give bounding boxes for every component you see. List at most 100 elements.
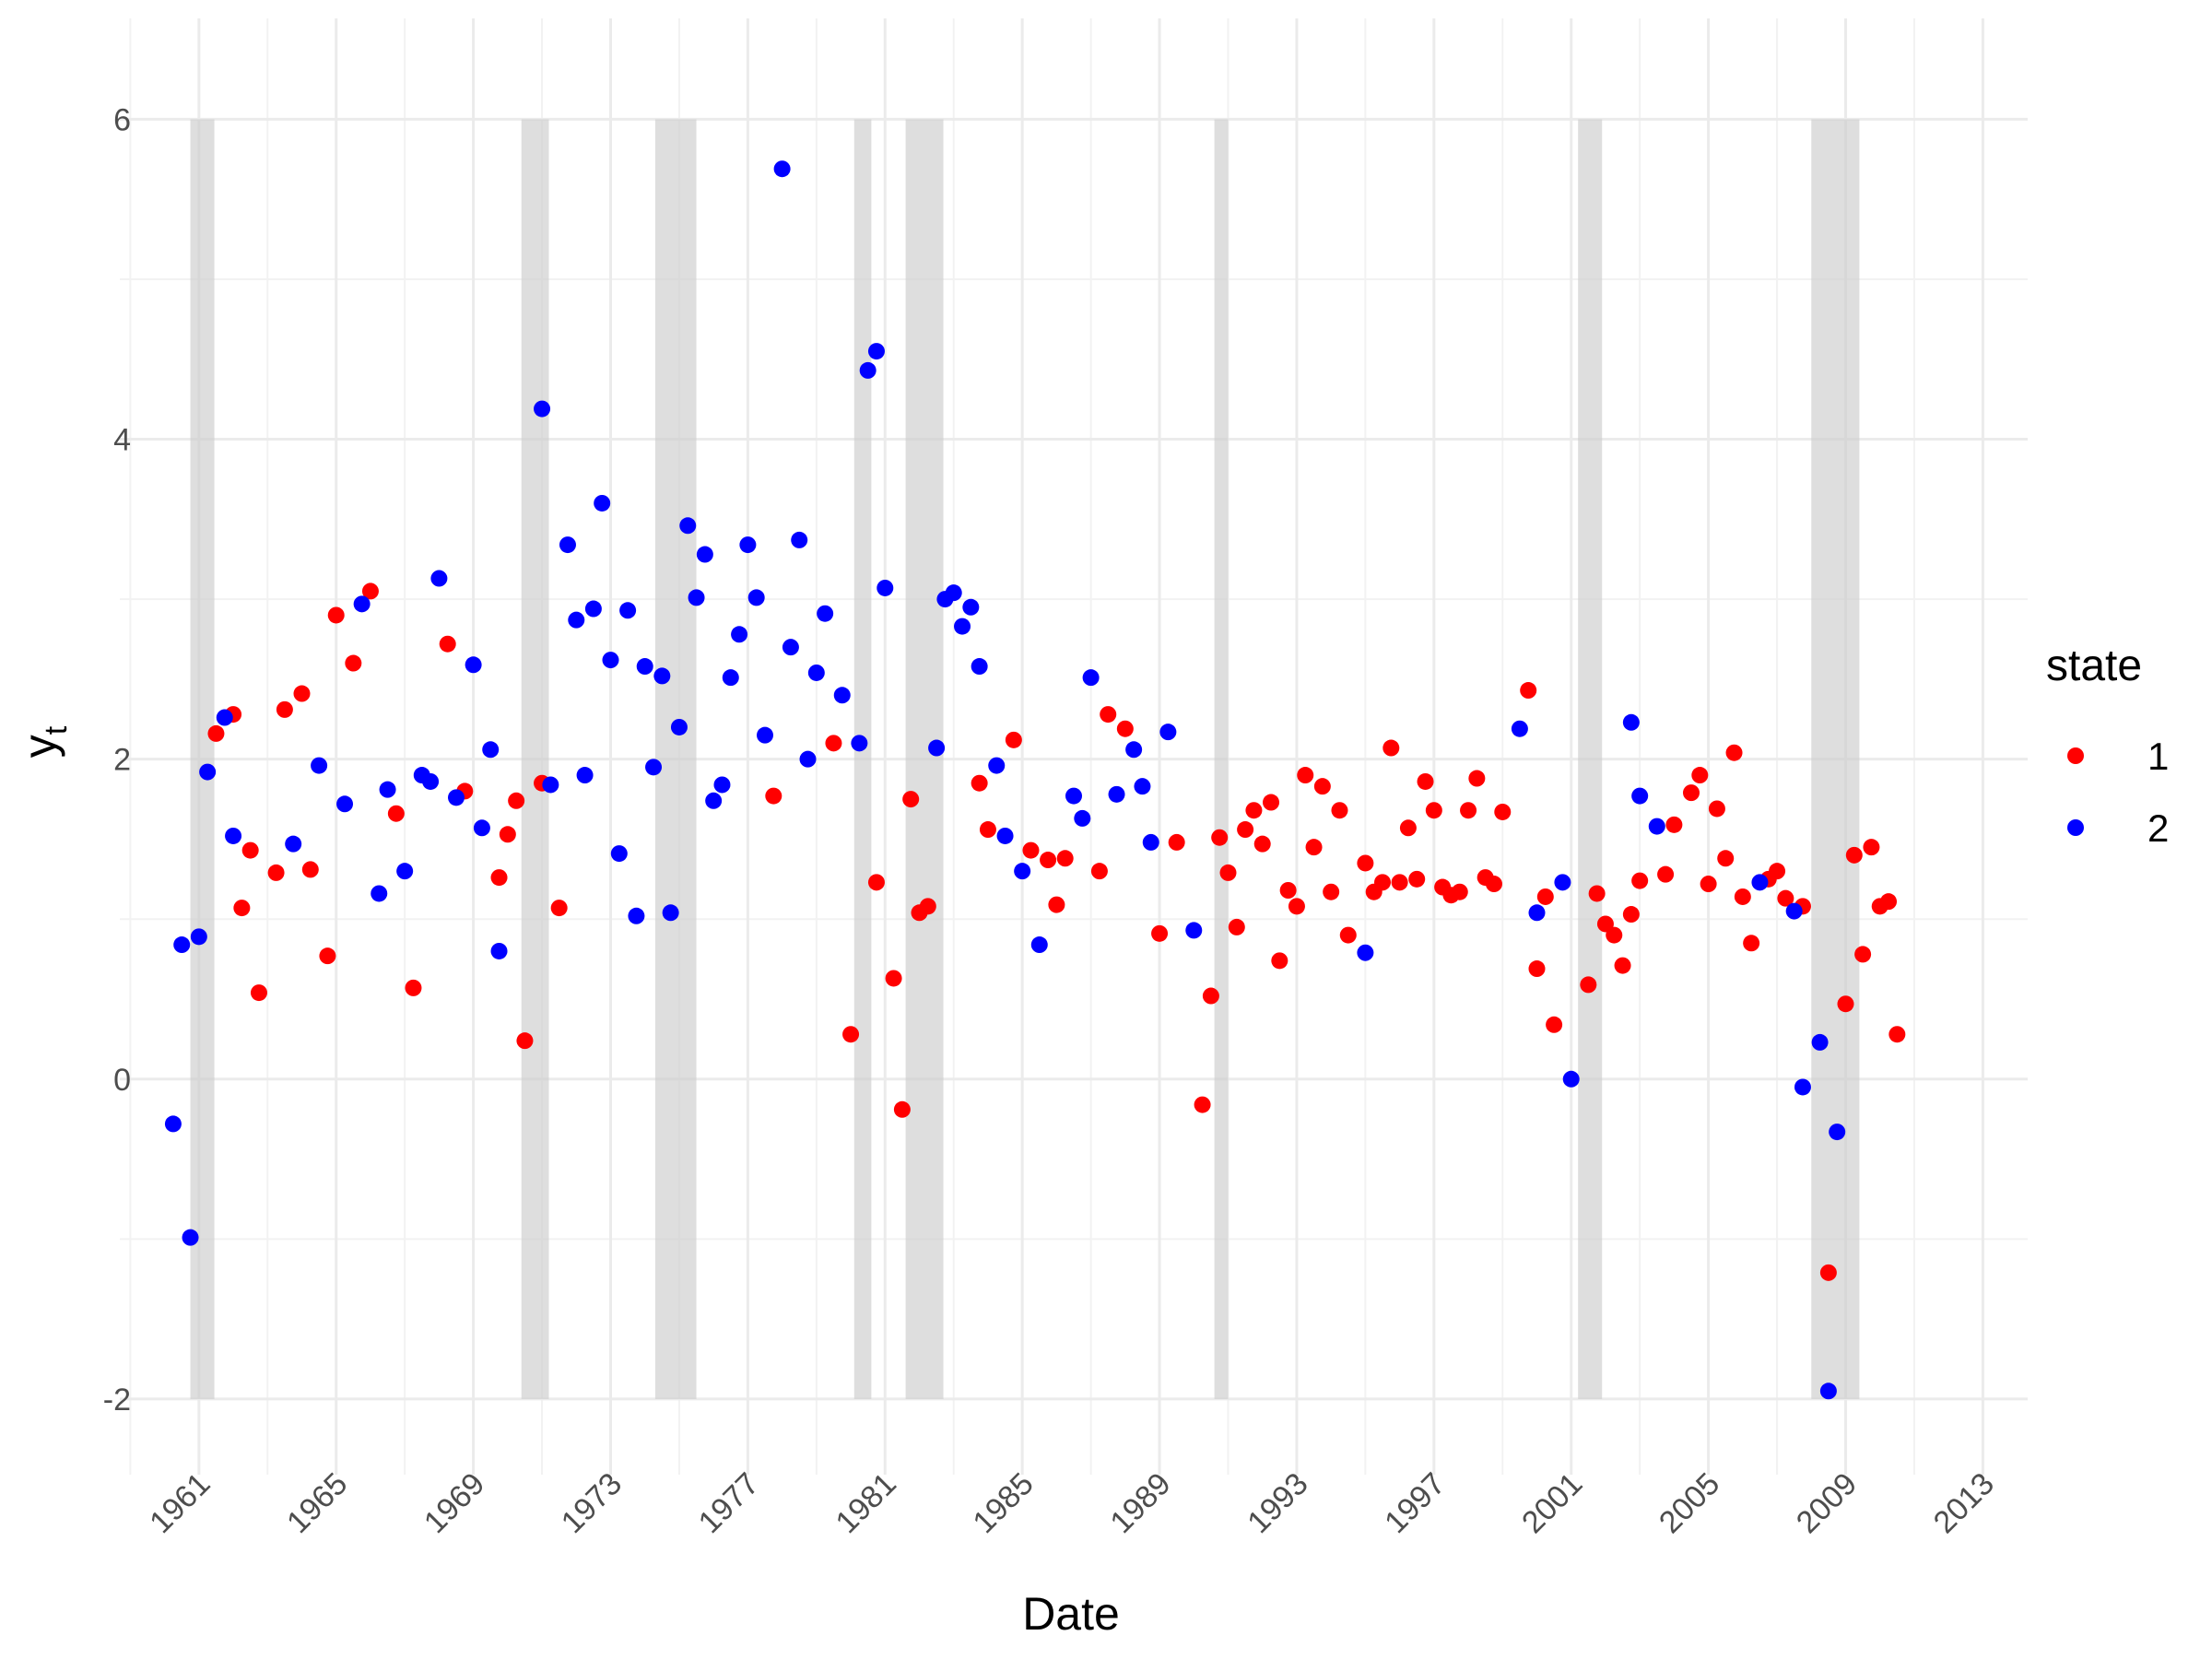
data-point-state-1 <box>490 869 508 887</box>
data-point-state-2 <box>688 589 705 606</box>
data-point-state-2 <box>396 863 414 880</box>
data-point-state-2 <box>1622 713 1640 731</box>
data-point-state-1 <box>1837 995 1854 1013</box>
data-point-state-2 <box>696 546 713 563</box>
data-point-state-1 <box>1596 915 1614 933</box>
data-point-state-1 <box>1090 863 1108 880</box>
data-point-state-2 <box>1125 741 1143 759</box>
data-point-state-2 <box>773 160 791 178</box>
data-point-state-2 <box>945 584 962 602</box>
data-point-state-1 <box>1468 770 1486 787</box>
data-point-state-1 <box>1528 960 1546 978</box>
data-point-state-1 <box>1606 926 1623 944</box>
data-point-state-1 <box>1048 896 1065 913</box>
data-point-state-1 <box>1194 1096 1211 1113</box>
data-point-state-2 <box>705 792 723 809</box>
legend: state 12 <box>2046 641 2169 850</box>
data-point-state-2 <box>713 776 731 794</box>
data-point-state-2 <box>1185 922 1203 939</box>
data-point-state-1 <box>1005 731 1022 748</box>
y-tick-label: 2 <box>113 743 131 778</box>
data-point-state-2 <box>602 652 619 669</box>
data-point-state-1 <box>1374 874 1391 891</box>
data-point-state-1 <box>1202 987 1219 1005</box>
data-point-state-1 <box>1263 794 1280 811</box>
data-point-state-1 <box>508 792 525 809</box>
data-point-state-2 <box>988 757 1006 774</box>
data-point-state-2 <box>610 845 628 863</box>
data-point-state-1 <box>1700 876 1717 893</box>
data-point-state-1 <box>301 861 319 878</box>
data-point-state-2 <box>1794 1078 1811 1096</box>
data-point-state-2 <box>542 776 559 794</box>
data-point-state-2 <box>799 750 817 768</box>
data-point-state-2 <box>430 570 448 587</box>
data-point-state-1 <box>919 898 936 915</box>
data-point-state-2 <box>962 598 980 616</box>
data-point-state-1 <box>1211 829 1229 846</box>
data-point-state-1 <box>276 700 293 718</box>
data-point-state-1 <box>1100 706 1117 724</box>
data-point-state-2 <box>190 928 207 946</box>
data-point-state-2 <box>336 795 354 813</box>
data-point-state-2 <box>859 361 877 379</box>
y-axis-title-main: y <box>14 735 65 758</box>
data-point-state-2 <box>1648 818 1665 835</box>
data-point-state-1 <box>902 791 920 808</box>
data-point-state-1 <box>1845 846 1863 864</box>
data-point-state-2 <box>216 709 233 726</box>
data-point-state-1 <box>250 984 267 1002</box>
data-point-state-1 <box>1888 1026 1906 1043</box>
data-point-state-2 <box>534 400 551 418</box>
data-point-state-2 <box>1819 1382 1837 1400</box>
data-point-state-1 <box>1219 864 1237 881</box>
data-point-state-1 <box>1391 874 1408 891</box>
data-point-state-1 <box>439 635 456 653</box>
data-point-state-2 <box>559 536 576 554</box>
data-point-state-2 <box>1562 1070 1580 1088</box>
data-point-state-1 <box>1331 802 1348 819</box>
data-point-state-1 <box>867 874 885 891</box>
data-point-state-2 <box>833 687 851 704</box>
data-point-state-1 <box>1271 952 1288 970</box>
data-point-state-1 <box>1734 888 1751 905</box>
data-point-state-1 <box>1297 767 1314 784</box>
recession-band <box>654 119 697 1399</box>
data-point-state-1 <box>825 735 842 752</box>
data-point-state-2 <box>353 595 371 613</box>
data-point-state-1 <box>241 841 259 859</box>
data-point-state-1 <box>1040 852 1057 869</box>
data-point-state-2 <box>225 827 242 844</box>
data-point-state-2 <box>1082 669 1100 687</box>
data-point-state-1 <box>267 864 285 881</box>
legend-label-state-1: 1 <box>2147 735 2169 778</box>
data-point-state-1 <box>1880 893 1898 911</box>
data-point-state-1 <box>550 900 568 917</box>
data-point-state-2 <box>422 772 440 790</box>
data-point-state-2 <box>1554 874 1571 891</box>
recession-band <box>1811 119 1860 1399</box>
data-point-state-1 <box>1245 802 1263 819</box>
data-point-state-1 <box>979 821 996 839</box>
data-point-state-2 <box>1811 1033 1829 1051</box>
data-point-state-2 <box>996 827 1014 844</box>
data-point-state-2 <box>1751 874 1769 891</box>
data-point-state-2 <box>722 669 739 687</box>
data-point-state-2 <box>1142 833 1159 851</box>
data-point-state-2 <box>1357 944 1374 961</box>
data-point-state-2 <box>473 819 490 837</box>
data-point-state-1 <box>327 606 345 624</box>
data-point-state-2 <box>465 656 482 674</box>
data-point-state-2 <box>576 767 594 784</box>
data-point-state-2 <box>670 718 688 735</box>
data-point-state-1 <box>1743 935 1760 952</box>
data-point-state-1 <box>1622 906 1640 924</box>
recession-band <box>1578 119 1603 1399</box>
data-point-state-1 <box>1708 800 1725 818</box>
data-point-state-2 <box>731 626 748 643</box>
data-point-state-1 <box>1460 802 1477 819</box>
y-axis-title: yt <box>14 725 74 758</box>
data-point-state-1 <box>1399 819 1417 837</box>
